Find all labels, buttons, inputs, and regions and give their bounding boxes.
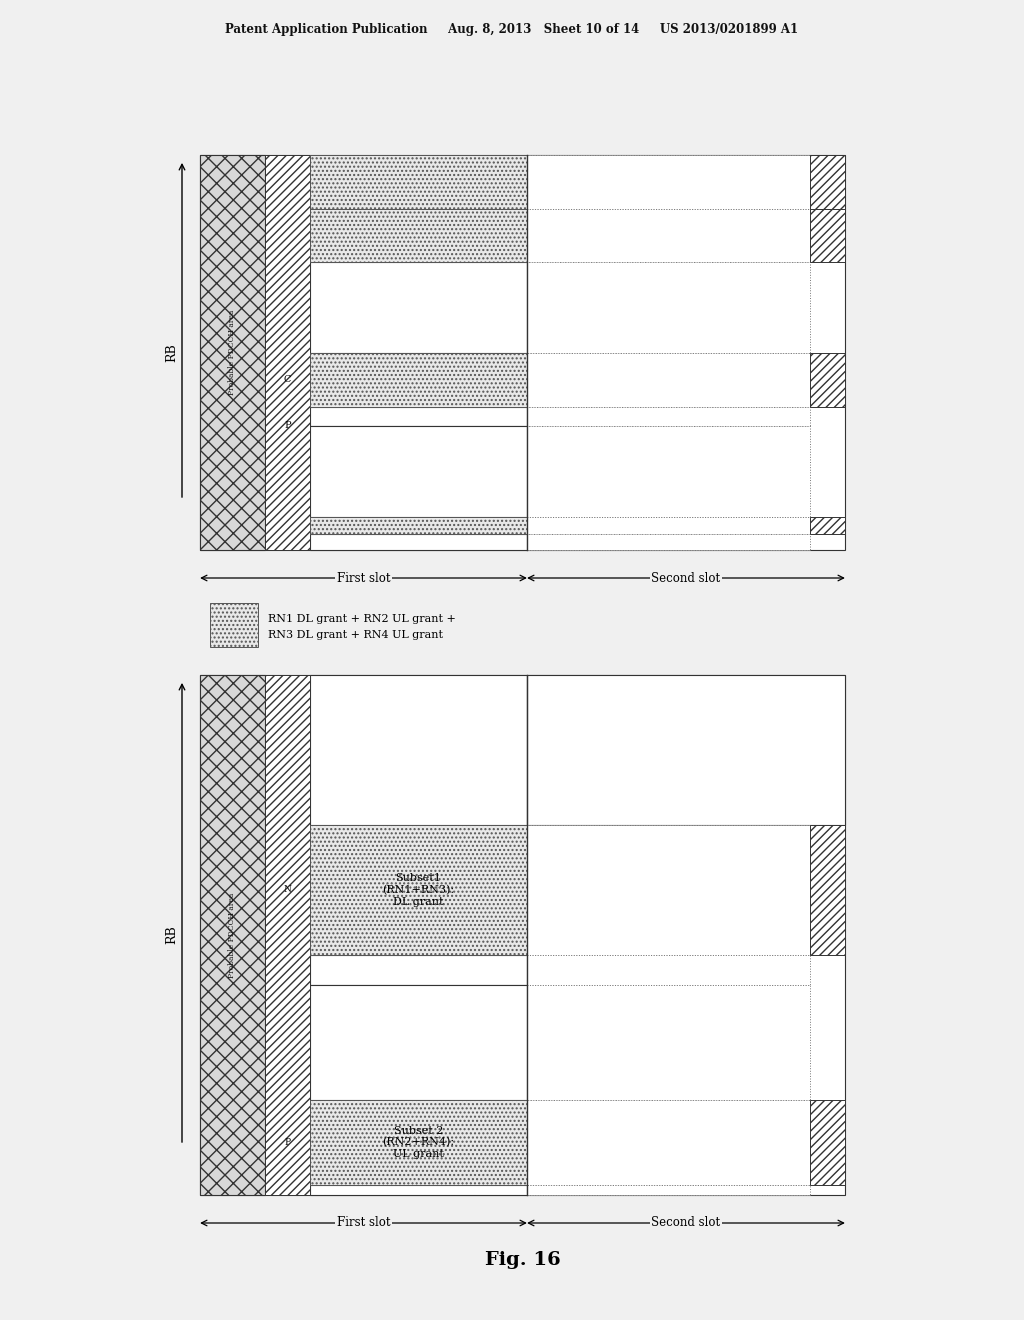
Text: RB: RB (166, 925, 178, 944)
Bar (527, 985, 810, 1100)
Text: RN1 DL grant + RN2 UL grant +: RN1 DL grant + RN2 UL grant + (268, 614, 456, 624)
Text: C: C (284, 375, 291, 384)
Bar (310, 263, 527, 352)
Bar (527, 407, 810, 425)
Bar (200, 675, 845, 1195)
Bar (527, 675, 845, 825)
Text: Probable PDCCH area: Probable PDCCH area (228, 310, 237, 395)
Bar (527, 825, 810, 954)
Bar (527, 425, 810, 517)
Bar (527, 1100, 810, 1185)
Bar (310, 985, 527, 1100)
Text: First slot: First slot (337, 1217, 390, 1229)
Text: P: P (285, 421, 291, 430)
Bar (527, 533, 810, 550)
Bar (527, 954, 810, 985)
Text: Fig. 16: Fig. 16 (484, 1251, 560, 1269)
Bar (310, 825, 527, 954)
Text: Patent Application Publication     Aug. 8, 2013   Sheet 10 of 14     US 2013/020: Patent Application Publication Aug. 8, 2… (225, 24, 799, 37)
Bar (310, 675, 527, 825)
Bar (527, 517, 810, 533)
Bar (310, 1185, 527, 1195)
Text: Subset 2
(RN2+RN4):
UL grant: Subset 2 (RN2+RN4): UL grant (382, 1126, 455, 1159)
Text: Probable PDCCH area: Probable PDCCH area (228, 892, 237, 978)
Text: Second slot: Second slot (651, 1217, 721, 1229)
Bar (200, 675, 265, 1195)
Bar (527, 209, 810, 263)
Bar (810, 1100, 845, 1185)
Text: First slot: First slot (337, 572, 390, 585)
Text: P: P (285, 1138, 291, 1147)
Bar (310, 209, 527, 263)
Bar (200, 154, 265, 550)
Bar (527, 352, 810, 407)
Text: Subset1
(RN1+RN3):
DL grant: Subset1 (RN1+RN3): DL grant (382, 874, 455, 907)
Bar (527, 263, 810, 352)
Bar (310, 154, 527, 209)
Bar (310, 517, 527, 533)
Bar (810, 825, 845, 954)
Bar (810, 154, 845, 209)
Text: Fig. 15: Fig. 15 (484, 676, 560, 694)
Bar (810, 209, 845, 263)
Text: N: N (284, 886, 292, 895)
Bar (265, 154, 310, 550)
Bar (310, 407, 527, 425)
Bar (310, 1100, 527, 1185)
Text: RB: RB (166, 343, 178, 362)
Bar (527, 1185, 810, 1195)
Bar (810, 517, 845, 533)
Bar (310, 533, 527, 550)
Bar (310, 352, 527, 407)
Bar (527, 154, 810, 209)
Text: RN3 DL grant + RN4 UL grant: RN3 DL grant + RN4 UL grant (268, 630, 443, 640)
Bar (265, 675, 310, 1195)
Bar (310, 425, 527, 517)
Bar (210, 603, 258, 647)
Bar (200, 154, 845, 550)
Bar (810, 352, 845, 407)
Bar (310, 954, 527, 985)
Text: Second slot: Second slot (651, 572, 721, 585)
